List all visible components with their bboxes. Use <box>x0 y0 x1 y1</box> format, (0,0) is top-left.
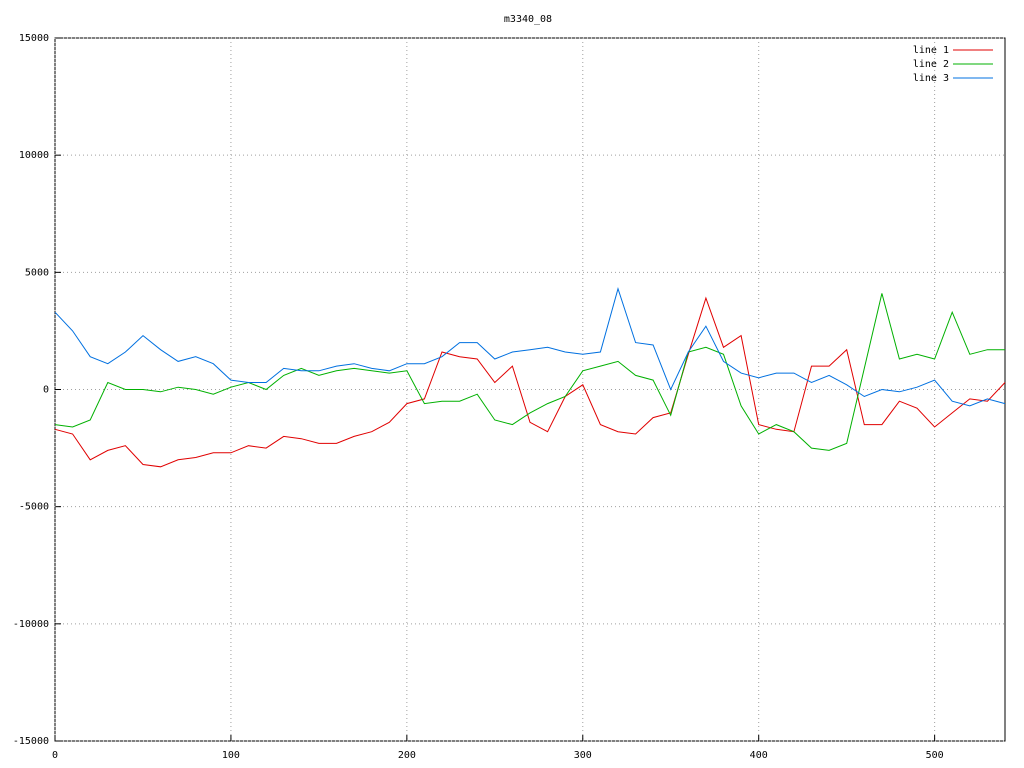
x-tick-label: 400 <box>750 750 768 761</box>
data-line <box>54 296 1006 468</box>
y-tick-label: 5000 <box>25 267 49 278</box>
legend-label: line 3 <box>913 73 949 84</box>
x-tick-label: 500 <box>926 750 944 761</box>
x-tick-label: 200 <box>398 750 416 761</box>
x-tick-label: 0 <box>52 750 58 761</box>
data-line <box>54 286 1006 407</box>
y-tick-label: -5000 <box>19 502 49 513</box>
x-tick-label: 300 <box>574 750 592 761</box>
x-tick-label: 100 <box>222 750 240 761</box>
y-tick-label: -10000 <box>13 619 49 630</box>
chart-title: m3340_08 <box>504 14 552 25</box>
legend-label: line 1 <box>913 45 949 56</box>
y-tick-label: 15000 <box>19 33 49 44</box>
y-tick-label: 10000 <box>19 150 49 161</box>
data-line <box>54 293 1005 451</box>
y-tick-label: 0 <box>43 385 49 396</box>
y-tick-label: -15000 <box>13 736 49 747</box>
legend-label: line 2 <box>913 59 949 70</box>
